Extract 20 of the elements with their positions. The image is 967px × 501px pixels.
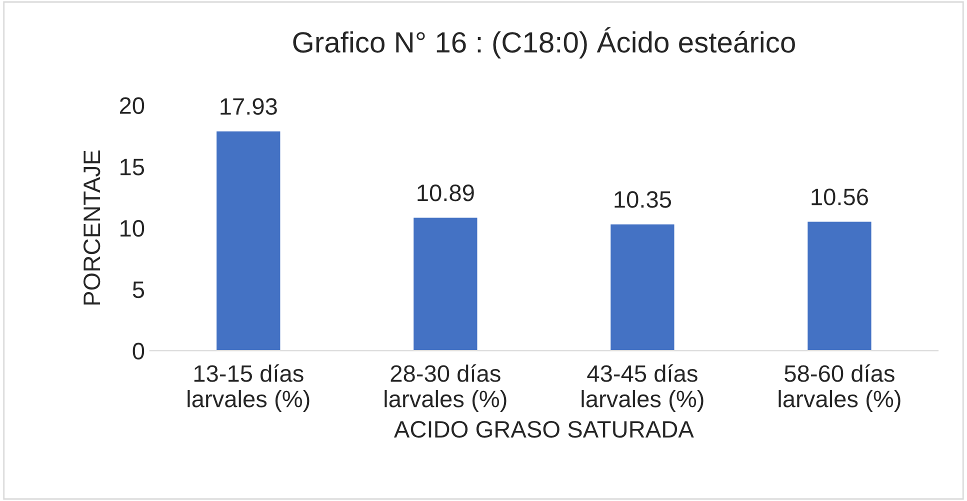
bar (609, 222, 676, 351)
data-label: 10.35 (614, 191, 672, 208)
data-label: 17.93 (220, 98, 277, 115)
bar (806, 220, 873, 351)
bar (412, 216, 479, 351)
y-axis-title: PORCENTAJE (83, 150, 100, 305)
y-tick-label: 15 (120, 158, 144, 176)
y-tick-label: 0 (132, 342, 144, 360)
x-tick-label: 58-60 días larvales (%) (778, 364, 900, 412)
y-tick-label: 5 (132, 282, 144, 298)
x-axis-title: ACIDO GRASO SATURADA (394, 420, 694, 438)
x-tick-label: 43-45 días larvales (%) (582, 364, 704, 412)
chart-title: Grafico N° 16 : (C18:0) Ácido esteárico (293, 27, 795, 58)
bar (215, 130, 282, 351)
y-tick-label: 20 (120, 97, 144, 114)
x-tick-label: 13-15 días larvales (%) (188, 364, 310, 412)
x-tick-label: 28-30 días larvales (%) (384, 364, 506, 412)
y-tick-label: 10 (120, 220, 144, 237)
data-label: 10.89 (418, 184, 474, 202)
data-label: 10.56 (812, 188, 868, 206)
